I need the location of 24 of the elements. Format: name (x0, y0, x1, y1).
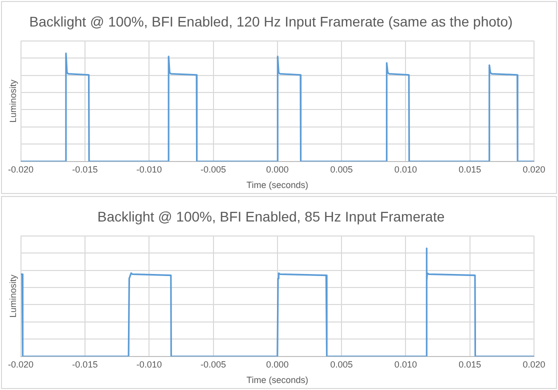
x-axis-title: Time (seconds) (246, 375, 308, 386)
chart-title: Backlight @ 100%, BFI Enabled, 120 Hz Input Framerate (same as the photo) (29, 13, 513, 30)
x-tick-label: 0.010 (394, 359, 417, 370)
x-tick-label: 0.020 (522, 164, 546, 174)
x-tick-label: 0.005 (330, 164, 353, 174)
x-tick-label: 0.020 (522, 359, 546, 370)
x-tick-label: -0.020 (8, 359, 34, 370)
x-tick-label: -0.005 (200, 164, 226, 174)
x-tick-label: -0.015 (72, 164, 98, 174)
x-tick-label: 0.000 (266, 164, 289, 174)
x-tick-label: 0.015 (458, 359, 482, 370)
x-tick-label: 0.005 (330, 359, 353, 370)
x-tick-label: -0.010 (136, 359, 162, 370)
x-tick-label: -0.015 (72, 359, 98, 370)
y-axis-title: Luminosity (8, 274, 18, 318)
x-tick-label: 0.015 (458, 164, 482, 174)
chart-title: Backlight @ 100%, BFI Enabled, 85 Hz Input Framerate (97, 208, 445, 224)
x-tick-label: -0.010 (136, 164, 162, 174)
x-tick-label: -0.005 (200, 359, 226, 370)
x-tick-label: -0.020 (8, 164, 34, 174)
x-tick-label: 0.010 (394, 164, 417, 174)
x-axis-title: Time (seconds) (246, 180, 308, 190)
x-tick-label: 0.000 (266, 359, 289, 370)
y-axis-title: Luminosity (8, 79, 18, 123)
